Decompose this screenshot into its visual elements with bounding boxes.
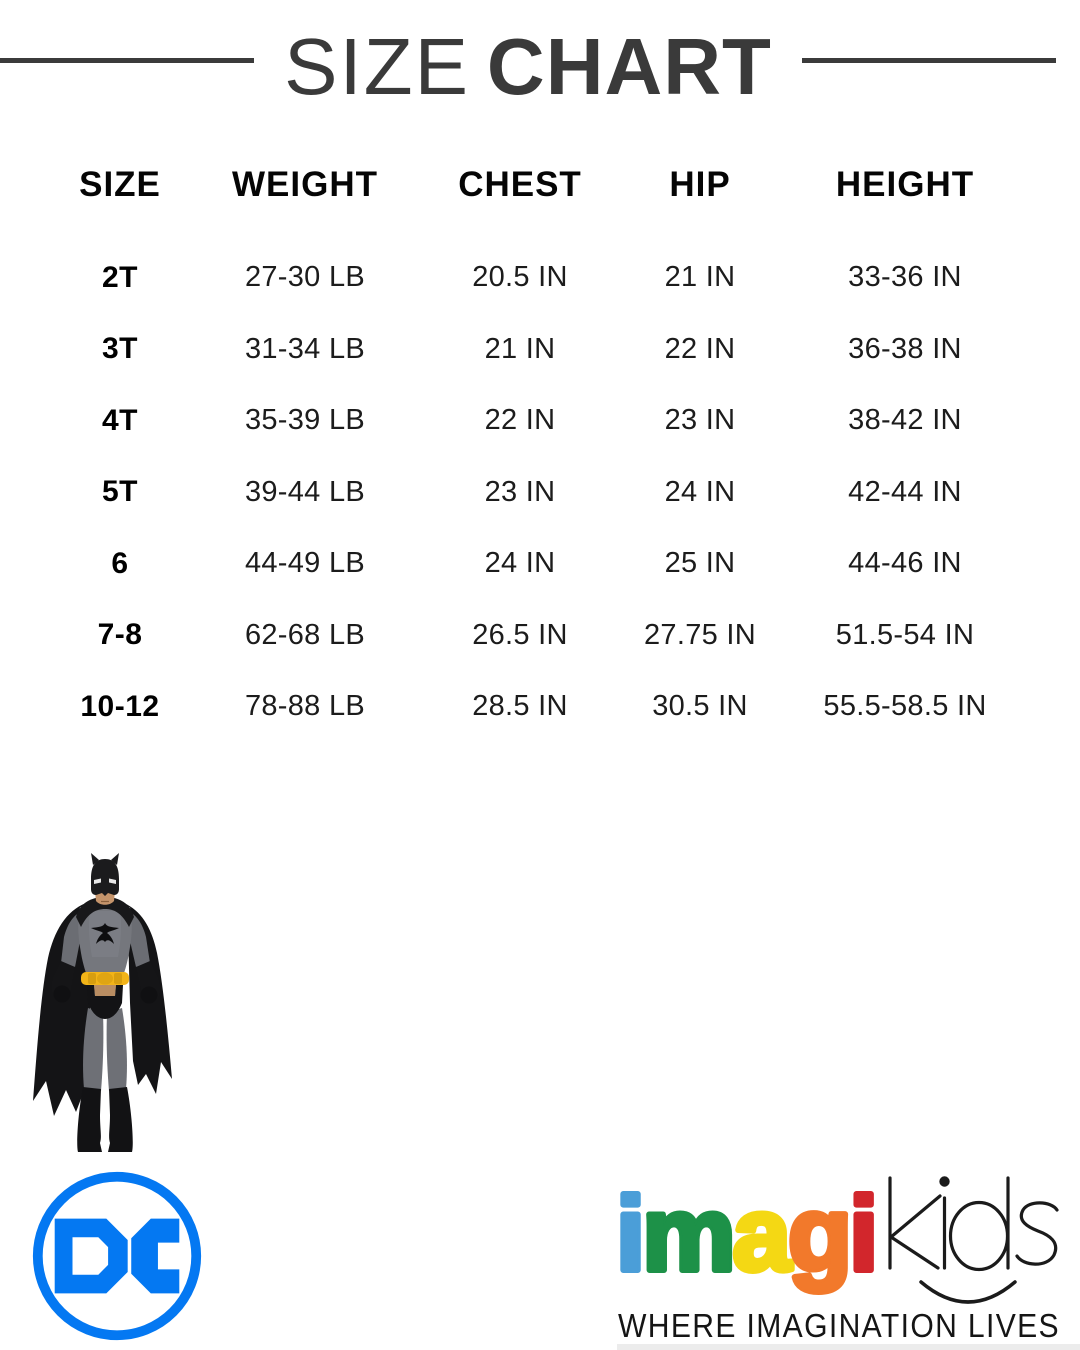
measurement-cell: 21 IN <box>484 332 556 365</box>
size-label-cell: 4T <box>101 403 138 437</box>
measurement-cell: 30.5 IN <box>652 690 748 723</box>
measurement-cell: 42-44 IN <box>848 475 962 508</box>
measurement-cell: 22 IN <box>664 332 736 365</box>
measurement-cell: 35-39 LB <box>244 404 366 437</box>
column-header: CHEST <box>458 165 582 204</box>
measurement-cell: 44-49 LB <box>244 547 366 580</box>
size-label-cell: 3T <box>101 332 138 366</box>
imagikids-tagline: WHERE IMAGINATION LIVES <box>618 1308 1060 1345</box>
measurement-cell: 22 IN <box>484 404 556 437</box>
size-label-cell: 2T <box>101 260 138 294</box>
table-row: 2T 27-30 LB 20.5 IN 21 IN 33-36 IN <box>40 242 1040 314</box>
title-rule-right <box>801 57 1056 63</box>
imagi-letter: g <box>788 1176 849 1293</box>
measurement-cell: 28.5 IN <box>472 690 568 723</box>
imagi-letter: i <box>616 1176 642 1293</box>
table-row: 7-8 62-68 LB 26.5 IN 27.75 IN 51.5-54 IN <box>40 600 1040 672</box>
measurement-cell: 44-46 IN <box>848 547 962 580</box>
measurement-cell: 55.5-58.5 IN <box>823 690 987 723</box>
measurement-cell: 23 IN <box>484 475 556 508</box>
size-label-cell: 7-8 <box>97 618 143 652</box>
measurement-cell: 62-68 LB <box>244 618 366 651</box>
imagi-letter: a <box>733 1176 793 1293</box>
column-header: HIP <box>669 165 731 204</box>
measurement-cell: 24 IN <box>664 475 736 508</box>
page-title: SIZE CHART <box>284 27 772 107</box>
measurement-cell: 27.75 IN <box>643 618 757 651</box>
imagikids-logo: imagi WHERE IMAGINATION LIVES <box>613 1173 1060 1345</box>
size-table: SIZE WEIGHT CHEST HIP HEIGHT 2T 27-30 LB 20.5 … <box>40 150 1040 743</box>
measurement-cell: 31-34 LB <box>244 332 366 365</box>
column-header: HEIGHT <box>835 165 975 204</box>
table-row: 3T 31-34 LB 21 IN 22 IN 36-38 IN <box>40 314 1040 386</box>
measurement-cell: 27-30 LB <box>244 261 366 294</box>
size-table-body: 2T 27-30 LB 20.5 IN 21 IN 33-36 IN 3T 31-34 LB… <box>40 242 1040 743</box>
measurement-cell: 33-36 IN <box>848 261 962 294</box>
size-table-header: SIZE WEIGHT CHEST HIP HEIGHT <box>40 150 1040 220</box>
measurement-cell: 25 IN <box>664 547 736 580</box>
photo-bottom-edge <box>617 1344 1080 1350</box>
title-rule-left <box>0 57 255 63</box>
dc-letter-c <box>131 1218 180 1294</box>
page-title-bold: CHART <box>486 22 772 111</box>
size-label-cell: 6 <box>111 546 129 580</box>
measurement-cell: 38-42 IN <box>848 404 962 437</box>
imagi-letter: m <box>642 1176 732 1293</box>
measurement-cell: 24 IN <box>484 547 556 580</box>
table-row: 4T 35-39 LB 22 IN 23 IN 38-42 IN <box>40 385 1040 457</box>
size-label-cell: 10-12 <box>80 689 160 723</box>
title-band: SIZE CHART <box>0 27 1080 107</box>
measurement-cell: 78-88 LB <box>244 690 366 723</box>
size-label-cell: 5T <box>101 475 138 509</box>
table-row: 5T 39-44 LB 23 IN 24 IN 42-44 IN <box>40 457 1040 529</box>
measurement-cell: 51.5-54 IN <box>835 618 975 651</box>
measurement-cell: 23 IN <box>664 404 736 437</box>
table-row: 10-12 78-88 LB 28.5 IN 30.5 IN 55.5-58.5 IN <box>40 671 1040 743</box>
measurement-cell: 36-38 IN <box>848 332 962 365</box>
kids-wordmark <box>888 1176 1059 1304</box>
table-row: 6 44-49 LB 24 IN 25 IN 44-46 IN <box>40 528 1040 600</box>
imagi-wordmark: imagi <box>616 1176 875 1293</box>
measurement-cell: 20.5 IN <box>472 261 568 294</box>
measurement-cell: 21 IN <box>664 261 736 294</box>
smile-arc <box>919 1280 1017 1304</box>
column-header: SIZE <box>79 165 161 204</box>
dc-logo <box>32 1171 202 1341</box>
measurement-cell: 26.5 IN <box>472 618 568 651</box>
measurement-cell: 39-44 LB <box>244 475 366 508</box>
column-header: WEIGHT <box>232 165 378 204</box>
page-title-light: SIZE <box>284 22 470 111</box>
batman-figure-image <box>33 853 172 1152</box>
imagi-letter: i <box>849 1176 875 1293</box>
